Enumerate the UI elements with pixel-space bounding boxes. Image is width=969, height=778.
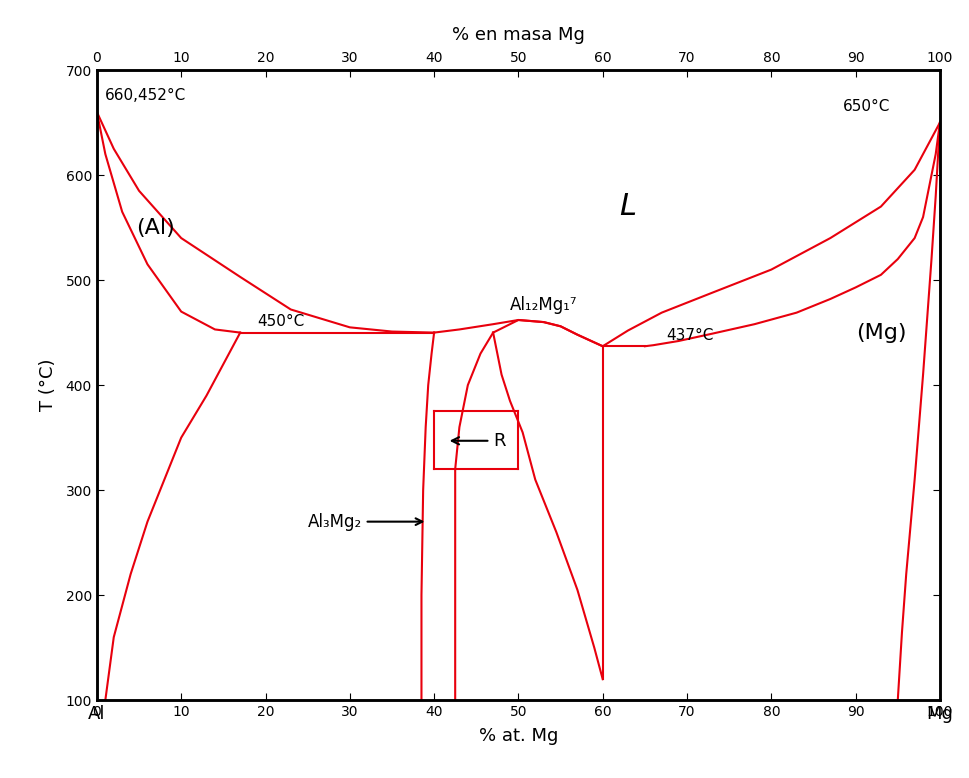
Text: Al₃Mg₂: Al₃Mg₂ [307,513,422,531]
Text: Al₁₂Mg₁⁷: Al₁₂Mg₁⁷ [510,296,578,314]
Y-axis label: T (°C): T (°C) [40,359,57,412]
Text: (Al): (Al) [137,218,175,237]
X-axis label: % at. Mg: % at. Mg [479,727,558,745]
X-axis label: % en masa Mg: % en masa Mg [452,26,585,44]
Text: Mg: Mg [926,706,953,724]
Text: 437°C: 437°C [666,328,713,343]
Text: L: L [619,192,637,221]
Text: (Mg): (Mg) [856,323,906,342]
Text: R: R [452,432,506,450]
Text: 450°C: 450°C [257,314,304,329]
Text: 660,452°C: 660,452°C [106,88,187,103]
Text: 650°C: 650°C [843,99,891,114]
Text: Al: Al [88,706,106,724]
